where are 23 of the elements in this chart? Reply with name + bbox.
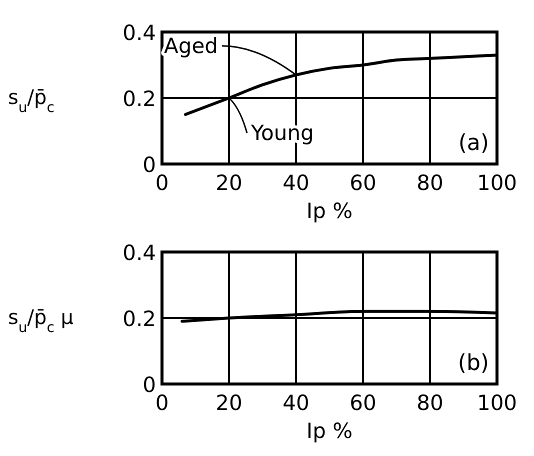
y-tick-label: 0.2	[122, 87, 156, 111]
annotation: Aged	[164, 34, 218, 58]
y-tick-label: 0.2	[122, 307, 156, 331]
y-axis-title: s$_{u}$/p̄$_{c}$ μ	[8, 305, 74, 336]
x-tick-label: 60	[350, 391, 376, 415]
x-tick-label: 20	[216, 391, 242, 415]
y-tick-label: 0	[142, 153, 156, 177]
x-tick-label: 60	[350, 171, 376, 195]
x-tick-label: 80	[416, 391, 444, 415]
x-tick-label: 100	[476, 391, 518, 415]
y-axis-title: s$_{u}$/p̄$_{c}$	[8, 85, 54, 116]
annotation: (b)	[458, 351, 489, 376]
x-tick-label: 80	[416, 171, 444, 195]
y-tick-label: 0	[142, 373, 156, 397]
x-tick-label: 100	[476, 171, 518, 195]
y-tick-label: 0.4	[122, 241, 156, 265]
x-axis-title: Ip %	[306, 199, 353, 223]
y-tick-label: 0.4	[122, 21, 156, 45]
annotation: (a)	[458, 131, 489, 156]
x-tick-label: 40	[282, 171, 310, 195]
x-axis-title: Ip %	[306, 419, 353, 443]
x-tick-label: 40	[282, 391, 310, 415]
x-tick-label: 20	[216, 171, 242, 195]
